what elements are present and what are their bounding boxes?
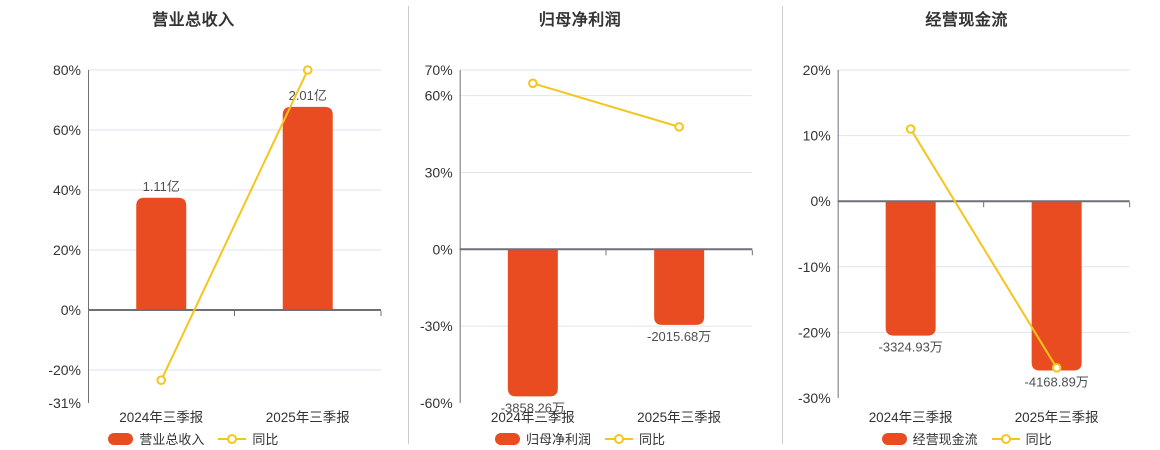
legend-item-yoy[interactable]: 同比: [604, 429, 665, 448]
chart-panel-net-profit: 归母净利润 70% 60% 30% 0% -30% -60% -3858.26万 -2015.…: [387, 0, 774, 450]
legend-label: 经营现金流: [912, 432, 978, 447]
y-tick-label: 0%: [811, 193, 831, 209]
yoy-marker: [906, 124, 916, 134]
panel-title-operating-revenue: 营业总收入: [152, 12, 235, 29]
bar-2025年三季报: [1031, 201, 1082, 371]
y-tick-label: 10%: [803, 128, 831, 144]
bar-2025年三季报: [282, 106, 333, 310]
y-tick-label: -30%: [798, 390, 831, 406]
yoy-line: [160, 69, 309, 382]
bar-2025年三季报: [653, 249, 704, 325]
legend-label: 同比: [638, 432, 665, 447]
y-tick-label: -31%: [48, 395, 81, 411]
y-tick-label: -60%: [420, 395, 453, 411]
bar-swatch-icon: [881, 432, 907, 445]
line-marker-icon: [218, 433, 247, 444]
legend-item-series[interactable]: 经营现金流: [881, 429, 978, 448]
line-marker-icon: [991, 433, 1020, 444]
bar-value-label: 1.11亿: [143, 179, 180, 194]
y-tick-label: 80%: [53, 62, 81, 78]
chart-panel-operating-cash-flow: 经营现金流 20% 10% 0% -10% -20% -30% -3324.93万 -4168…: [773, 0, 1160, 450]
bar-2024年三季报: [507, 249, 558, 397]
net-profit-plot-canvas: 70% 60% 30% 0% -30% -60% -3858.26万 -2015.68万 202…: [420, 62, 753, 425]
yoy-marker: [302, 65, 313, 75]
legend-label: 归母净利润: [525, 432, 591, 447]
legend-label: 营业总收入: [139, 432, 205, 447]
legend-item-series[interactable]: 归母净利润: [494, 429, 591, 448]
bar-swatch-icon: [494, 432, 520, 445]
x-category-label: 2024年三季报: [869, 410, 953, 425]
yoy-marker: [1052, 363, 1062, 373]
yoy-line: [909, 128, 1058, 369]
x-category-label: 2024年三季报: [119, 410, 203, 425]
line-marker-icon: [604, 433, 633, 444]
y-tick-label: -20%: [798, 324, 831, 340]
net-profit-legend: 归母净利润 同比: [387, 429, 774, 448]
y-tick-label: -20%: [48, 362, 81, 378]
legend-item-yoy[interactable]: 同比: [218, 429, 278, 448]
y-tick-label: -30%: [420, 318, 453, 334]
y-tick-label: -10%: [798, 259, 831, 275]
legend-item-yoy[interactable]: 同比: [991, 429, 1052, 448]
x-category-label: 2025年三季报: [637, 410, 721, 425]
yoy-marker: [674, 122, 684, 132]
bar-2024年三季报: [136, 197, 187, 310]
y-tick-label: 20%: [803, 62, 831, 78]
yoy-marker: [156, 375, 167, 385]
bar-value-label: -3324.93万: [879, 340, 943, 355]
x-category-label: 2024年三季报: [491, 410, 575, 425]
x-category-label: 2025年三季报: [266, 410, 350, 425]
cash-flow-legend: 经营现金流 同比: [773, 429, 1160, 448]
y-tick-label: 60%: [424, 88, 452, 104]
revenue-legend: 营业总收入 同比: [0, 429, 387, 448]
chart-panel-operating-revenue: 营业总收入 80% 60% 40% 20% 0% -20% -31% 1.11亿 2.01亿 20…: [0, 0, 387, 450]
bar-swatch-icon: [108, 432, 134, 445]
bar-value-label: -3858.26万: [500, 400, 564, 415]
yoy-marker: [527, 78, 538, 89]
y-tick-label: 70%: [424, 62, 452, 78]
cash-flow-plot-canvas: 20% 10% 0% -10% -20% -30% -3324.93万 -4168.89万 20…: [798, 62, 1131, 425]
y-tick-label: 0%: [432, 241, 452, 257]
bar-2024年三季报: [885, 201, 936, 336]
x-category-label: 2025年三季报: [1015, 410, 1099, 425]
legend-item-series[interactable]: 营业总收入: [108, 429, 204, 448]
y-tick-label: 0%: [61, 302, 81, 318]
legend-label: 同比: [1025, 432, 1052, 447]
bar-value-label: -2015.68万: [647, 329, 711, 344]
y-tick-label: 40%: [53, 182, 81, 198]
panel-title-net-profit: 归母净利润: [538, 12, 622, 29]
y-tick-label: 20%: [53, 242, 81, 258]
bar-value-label: -4168.89万: [1025, 374, 1089, 389]
legend-label: 同比: [252, 432, 279, 447]
panel-title-operating-cash-flow: 经营现金流: [925, 12, 1008, 29]
y-tick-label: 30%: [424, 164, 452, 180]
panel-divider: [782, 6, 783, 444]
yoy-line: [531, 82, 680, 128]
revenue-plot-canvas: 80%60%40%20%0%-20%-31%1.11亿2.01亿2024年三季报…: [48, 62, 382, 425]
y-tick-label: 60%: [53, 122, 81, 138]
panel-divider: [408, 6, 409, 444]
